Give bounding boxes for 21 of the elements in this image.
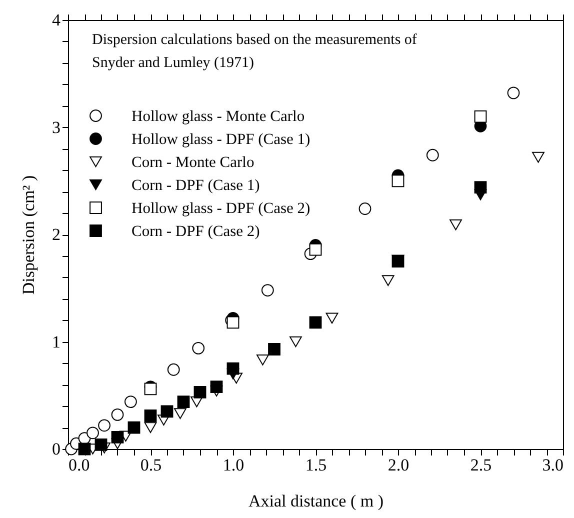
legend-label: Hollow glass - DPF (Case 1) — [132, 130, 310, 148]
legend-label: Hollow glass - DPF (Case 2) — [132, 200, 310, 217]
y-tick-label: 3 — [52, 118, 60, 137]
x-tick-label: 3.0 — [542, 456, 564, 474]
legend-label: Corn - DPF (Case 2) — [132, 222, 260, 240]
legend-label: Corn - DPF (Case 1) — [132, 176, 260, 194]
annotation: Dispersion calculations based on the measurements of Snyder and Lumley (1971) — [92, 32, 417, 71]
x-tick-label: 1.0 — [222, 456, 244, 474]
x-tick-label: 2.5 — [470, 456, 492, 474]
y-axis-title: Dispersion (cm² ) — [19, 175, 38, 295]
y-tick-label: 0 — [52, 440, 60, 458]
y-tick-label: 1 — [52, 332, 60, 352]
x-axis-title: Axial distance ( m ) — [248, 492, 384, 510]
y-tick-label: 4 — [52, 10, 61, 30]
x-tick-label: 2.0 — [388, 456, 410, 474]
y-tick-label: 2 — [52, 225, 60, 244]
legend-label: Corn - Monte Carlo — [132, 154, 254, 171]
legend-label: Hollow glass - Monte Carlo — [132, 108, 305, 125]
x-tick-label: 0.0 — [68, 456, 90, 474]
x-tick-label: 1.5 — [305, 456, 327, 474]
x-tick-label: 0.5 — [140, 456, 162, 474]
